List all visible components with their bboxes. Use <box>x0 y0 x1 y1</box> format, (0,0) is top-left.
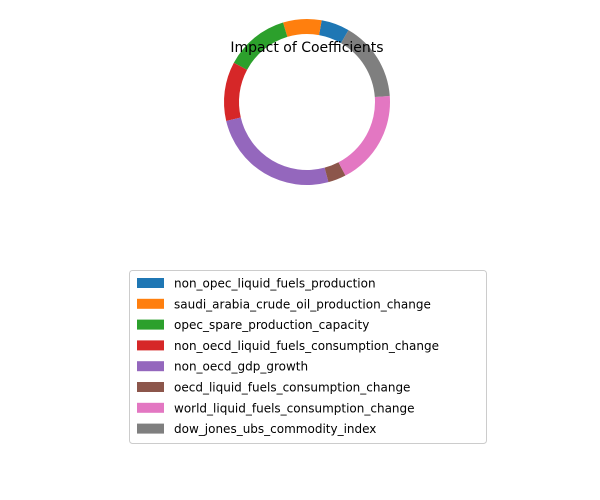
legend-swatch-non-oecd-liquid-fuels-consumption-change <box>137 340 164 351</box>
legend-label-world-liquid-fuels-consumption-change: world_liquid_fuels_consumption_change <box>174 401 415 415</box>
legend-items: non_opec_liquid_fuels_production saudi_ar… <box>137 277 439 436</box>
legend-swatch-dow-jones-ubs-commodity-index <box>137 423 164 434</box>
legend-label-non-oecd-liquid-fuels-consumption-change: non_oecd_liquid_fuels_consumption_change <box>174 339 439 353</box>
slice-dow-jones-ubs-commodity-index <box>341 30 390 98</box>
legend-swatch-saudi-arabia-crude-oil-production-change <box>137 298 164 309</box>
legend-label-dow-jones-ubs-commodity-index: dow_jones_ubs_commodity_index <box>174 422 376 436</box>
legend-label-opec-spare-production-capacity: opec_spare_production_capacity <box>174 318 369 332</box>
legend-swatch-oecd-liquid-fuels-consumption-change <box>137 382 164 392</box>
legend-swatch-world-liquid-fuels-consumption-change <box>137 402 164 413</box>
legend-frame <box>129 270 487 444</box>
slice-opec-spare-production-capacity <box>233 22 288 70</box>
slice-non-oecd-gdp-growth <box>226 117 329 185</box>
legend: non_opec_liquid_fuels_production saudi_ar… <box>129 270 487 444</box>
slice-non-opec-liquid-fuels-production <box>319 20 349 44</box>
slice-world-liquid-fuels-consumption-change <box>338 95 390 176</box>
legend-swatch-non-opec-liquid-fuels-production <box>137 278 164 288</box>
legend-label-oecd-liquid-fuels-consumption-change: oecd_liquid_fuels_consumption_change <box>174 381 410 395</box>
legend-label-non-oecd-gdp-growth: non_oecd_gdp_growth <box>174 360 308 374</box>
legend-label-non-opec-liquid-fuels-production: non_opec_liquid_fuels_production <box>174 277 376 291</box>
legend-swatch-opec-spare-production-capacity <box>137 319 164 330</box>
donut-slices <box>223 19 390 185</box>
chart-title: Impact of Coefficients <box>230 40 383 56</box>
slice-non-oecd-liquid-fuels-consumption-change <box>223 62 248 121</box>
legend-swatch-non-oecd-gdp-growth <box>137 361 164 372</box>
slice-oecd-liquid-fuels-consumption-change <box>324 162 346 183</box>
legend-label-saudi-arabia-crude-oil-production-change: saudi_arabia_crude_oil_production_change <box>174 297 431 311</box>
slice-saudi-arabia-crude-oil-production-change <box>283 19 322 37</box>
